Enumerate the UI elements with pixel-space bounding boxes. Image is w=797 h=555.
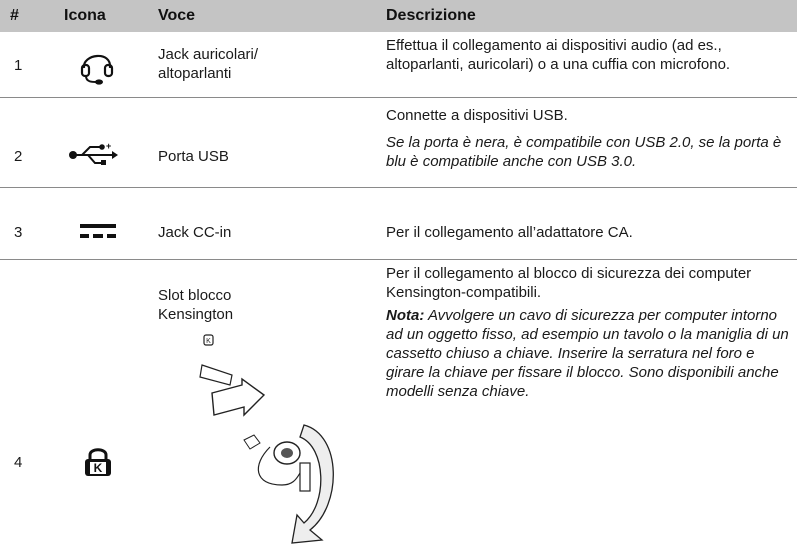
row-separator: [0, 187, 797, 188]
item-line: Jack auricolari/: [158, 46, 259, 63]
description: Per il collegamento all’adattatore CA.: [386, 223, 792, 250]
item-name: Porta USB: [158, 147, 229, 166]
svg-text:K: K: [94, 461, 103, 475]
row-number: 2: [14, 148, 23, 165]
description-text: Effettua il collegamento ai dispositivi …: [386, 37, 731, 73]
item-line: Porta USB: [158, 148, 229, 165]
kensington-icon: K: [85, 448, 111, 476]
item-name: Slot blocco Kensington: [158, 286, 233, 324]
description: Connette a dispositivi USB. Se la porta …: [386, 106, 792, 179]
note-label: Nota:: [386, 307, 425, 324]
description-text: Per il collegamento al blocco di sicurez…: [386, 265, 752, 301]
description: Per il collegamento al blocco di sicurez…: [386, 264, 792, 409]
row-number: 4: [14, 454, 23, 471]
dc-icon: [80, 224, 116, 238]
description: Effettua il collegamento ai dispositivi …: [386, 36, 792, 82]
headphone-icon: [80, 54, 114, 85]
header-cell: Descrizione: [386, 7, 476, 24]
item-name: Jack CC-in: [158, 223, 231, 242]
usb-icon: +: [69, 141, 118, 165]
row-number: 3: [14, 224, 23, 241]
item-line: altoparlanti: [158, 65, 232, 82]
kensington-illustration: K: [199, 334, 334, 544]
header-cell: Voce: [158, 7, 196, 24]
row-separator: [0, 97, 797, 98]
item-line: Jack CC-in: [158, 224, 232, 241]
item-line: Kensington: [158, 306, 234, 323]
header-cell: #: [10, 7, 19, 24]
note-text: Avvolgere un cavo di sicurezza per compu…: [386, 307, 789, 400]
header-cell: Icona: [64, 7, 106, 24]
svg-text:K: K: [206, 338, 211, 345]
row-separator: [0, 259, 797, 260]
svg-text:+: +: [106, 141, 111, 151]
item-line: Slot blocco: [158, 287, 232, 304]
description-text: Per il collegamento all’adattatore CA.: [386, 224, 633, 241]
table-header: # Icona Voce Descrizione: [0, 0, 797, 32]
description-text: Connette a dispositivi USB.: [386, 107, 568, 124]
description-note: Nota: Avvolgere un cavo di sicurezza per…: [386, 306, 792, 401]
row-number: 1: [14, 57, 23, 74]
description-note: Se la porta è nera, è compatibile con US…: [386, 134, 782, 170]
item-name: Jack auricolari/ altoparlanti: [158, 45, 258, 83]
